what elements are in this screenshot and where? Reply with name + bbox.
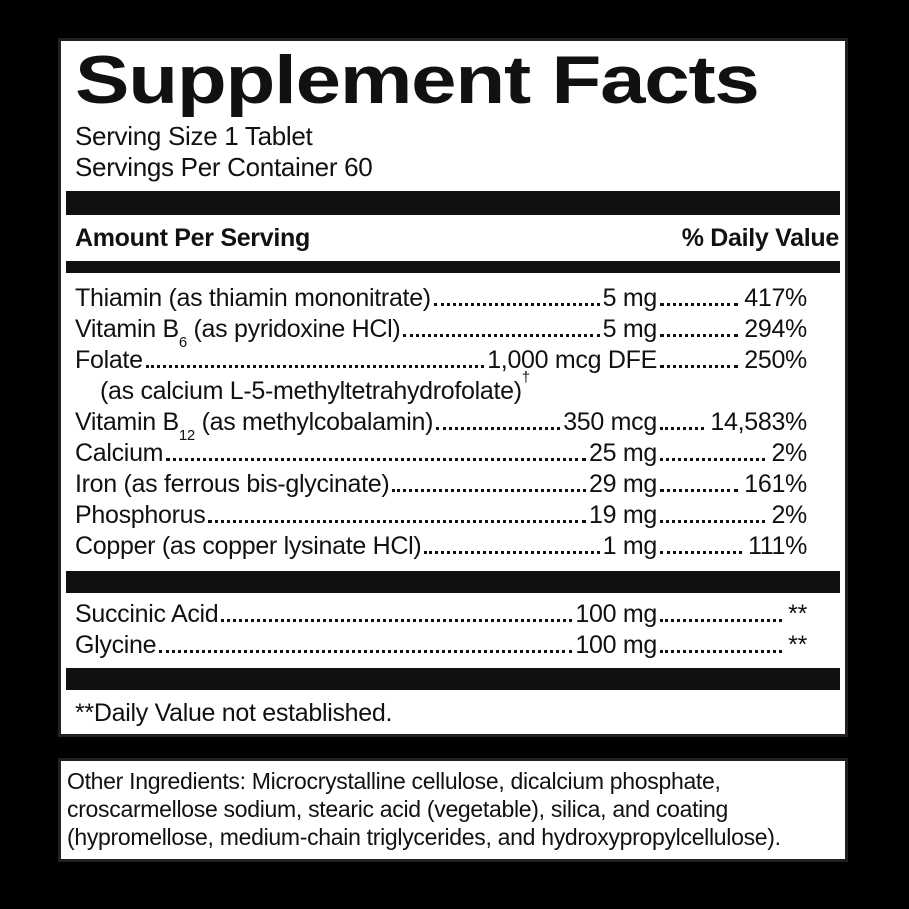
fact-row-dv: 294% (744, 315, 807, 343)
fact-row: Iron (as ferrous bis-glycinate) 29 mg 161% (75, 468, 807, 499)
fact-row-amount: 29 mg (589, 470, 657, 498)
fact-row-amount: 25 mg (589, 439, 657, 467)
fact-row: Phosphorus 19 mg 2% (75, 499, 807, 530)
other-nutrient-rows: Succinic Acid 100 mg ** Glycine 100 mg ** (75, 598, 807, 660)
fact-row-name: Iron (as ferrous bis-glycinate) (75, 470, 390, 498)
fact-row-name: (as calcium L-5-methyltetrahydrofolate)† (100, 368, 530, 405)
dot-leader (433, 303, 600, 306)
dot-leader (660, 427, 705, 430)
fact-row: (as calcium L-5-methyltetrahydrofolate)† (75, 368, 807, 406)
fact-row-name: Folate (75, 346, 143, 374)
fact-row: Vitamin B6 (as pyridoxine HCl) 5 mg 294% (75, 313, 807, 351)
dot-leader (392, 489, 587, 492)
dot-leader (660, 650, 783, 653)
fact-row-amount: 1 mg (602, 532, 658, 560)
dot-leader (660, 365, 739, 368)
fact-row-name: Vitamin B12 (as methylcobalamin) (75, 408, 434, 444)
fact-row-tail: 417% (657, 284, 807, 313)
dot-leader (660, 489, 739, 492)
dot-leader (145, 365, 485, 368)
percent-daily-value-label: % Daily Value (681, 223, 840, 252)
dot-leader (660, 334, 739, 337)
fact-row-dv: 161% (744, 470, 807, 498)
dot-leader (660, 458, 766, 461)
fact-row-tail: 2% (657, 501, 807, 530)
fact-row-tail: ** (657, 600, 807, 629)
servings-per-container-line: Servings Per Container 60 (75, 152, 373, 182)
fact-row-dv: 111% (747, 532, 807, 560)
other-ingredients-box: Other Ingredients: Microcrystalline cell… (58, 758, 848, 862)
fact-row-name: Vitamin B6 (as pyridoxine HCl) (75, 315, 401, 351)
fact-row: Glycine 100 mg ** (75, 629, 807, 660)
fact-row-amount: 5 mg (602, 315, 658, 343)
other-ingredients-text: Other Ingredients: Microcrystalline cell… (67, 768, 781, 850)
supplement-facts-panel: Supplement Facts Serving Size 1 Tablet S… (58, 38, 848, 737)
footnote-text: **Daily Value not established. (75, 699, 393, 727)
fact-row: Thiamin (as thiamin mononitrate) 5 mg 417… (75, 282, 807, 313)
dot-leader (166, 458, 587, 461)
amount-per-serving-label: Amount Per Serving (75, 223, 310, 252)
fact-row: Folate 1,000 mcg DFE 250% (75, 344, 807, 375)
dot-leader (436, 427, 561, 430)
fact-row-amount: 19 mg (589, 501, 657, 529)
dot-leader (208, 520, 587, 523)
fact-row: Succinic Acid 100 mg ** (75, 598, 807, 629)
dot-leader (403, 334, 600, 337)
column-header-row: Amount Per Serving % Daily Value (75, 215, 839, 261)
nutrient-rows: Thiamin (as thiamin mononitrate) 5 mg 417… (75, 282, 807, 561)
dot-leader (660, 619, 783, 622)
fact-row-name: Glycine (75, 631, 157, 659)
dot-leader (221, 619, 573, 622)
fact-row-amount: 1,000 mcg DFE (487, 346, 657, 374)
fact-row-amount: 5 mg (602, 284, 658, 312)
dot-leader (660, 551, 742, 554)
section-divider-bar (66, 191, 840, 215)
section-divider-bar (66, 571, 840, 593)
fact-row-dv: 417% (744, 284, 807, 312)
fact-row-dv: 2% (771, 439, 807, 467)
fact-row-tail: ** (657, 631, 807, 660)
supplement-facts-title: Supplement Facts (75, 42, 760, 118)
fact-row-tail: 250% (657, 346, 807, 375)
section-divider-bar (66, 668, 840, 690)
fact-row-name: Thiamin (as thiamin mononitrate) (75, 284, 431, 312)
fact-row: Copper (as copper lysinate HCl) 1 mg 111% (75, 530, 807, 561)
dot-leader (424, 551, 600, 554)
fact-row-amount: 100 mg (575, 631, 657, 659)
fact-row-tail: 111% (657, 532, 807, 561)
dot-leader (660, 520, 766, 523)
fact-row-name: Calcium (75, 439, 164, 467)
fact-row: Vitamin B12 (as methylcobalamin) 350 mcg 1… (75, 406, 807, 444)
dot-leader (159, 650, 573, 653)
fact-row-tail: 14,583% (657, 408, 807, 437)
fact-row: Calcium 25 mg 2% (75, 437, 807, 468)
fact-row-dv: 2% (771, 501, 807, 529)
fact-row-name: Phosphorus (75, 501, 206, 529)
fact-row-name: Succinic Acid (75, 600, 219, 628)
fact-row-dv: 250% (744, 346, 807, 374)
fact-row-tail: 161% (657, 470, 807, 499)
serving-size-line: Serving Size 1 Tablet (75, 121, 313, 151)
fact-row-amount: 350 mcg (563, 408, 657, 436)
fact-row-name: Copper (as copper lysinate HCl) (75, 532, 422, 560)
fact-row-tail: 2% (657, 439, 807, 468)
dot-leader (660, 303, 739, 306)
section-divider-bar (66, 261, 840, 273)
fact-row-tail: 294% (657, 315, 807, 344)
fact-row-amount: 100 mg (575, 600, 657, 628)
fact-row-dv: ** (788, 600, 807, 628)
fact-row-dv: 14,583% (710, 408, 807, 436)
fact-row-dv: ** (788, 631, 807, 659)
